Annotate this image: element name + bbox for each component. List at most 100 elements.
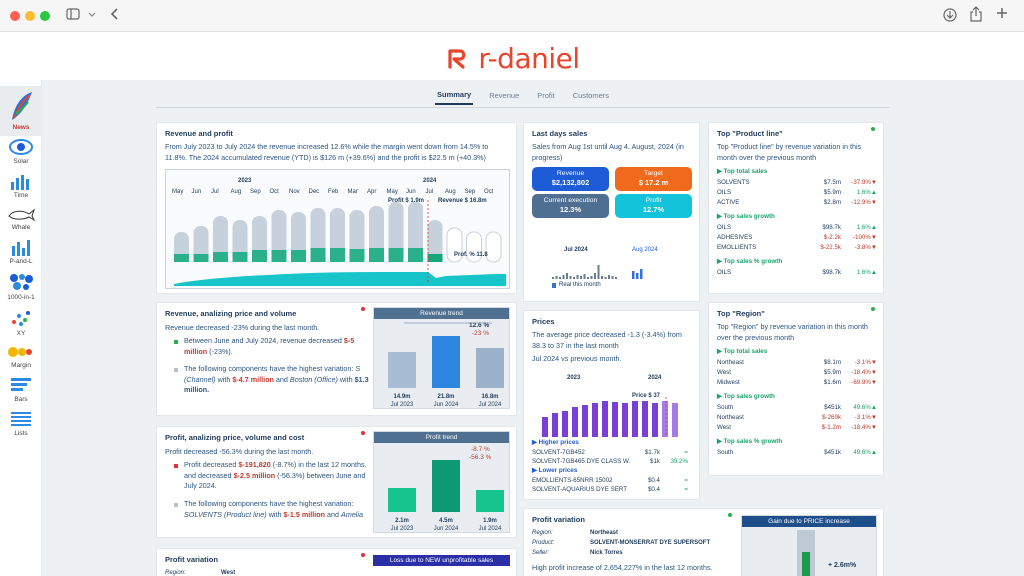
panel-header: Profit trend xyxy=(374,432,509,443)
list-item[interactable]: EMOLLIENTS $-22.5k -3.8%▼ xyxy=(717,244,877,254)
item-name: South xyxy=(717,404,734,411)
list-item[interactable]: SOLVENT-AQUARIUS DYE SERT $0.4 = xyxy=(532,486,692,496)
list-item[interactable]: South $451k 49.6%▲ xyxy=(717,404,877,414)
close-window-button[interactable] xyxy=(10,11,20,21)
list-item[interactable]: OILS $98.7k 1.6%▲ xyxy=(717,224,877,234)
sidebar-item-margin[interactable]: Margin xyxy=(0,344,42,369)
text-fragment: The following components have the highes… xyxy=(184,364,354,373)
list-item[interactable]: OILS $98.7k 1.6%▲ xyxy=(717,269,877,279)
share-icon[interactable] xyxy=(970,6,982,25)
tab-revenue[interactable]: Revenue xyxy=(489,91,520,100)
sidebar-item-lists[interactable]: Lists xyxy=(0,410,42,437)
list-item[interactable]: EMOLLIENTS-65NRR 15002 $0.4 = xyxy=(532,477,692,487)
month-tick-label: May xyxy=(172,189,184,195)
profit-bar xyxy=(369,248,384,262)
list-item[interactable]: West $5.9m -18.4%▼ xyxy=(717,369,877,379)
daily-bar xyxy=(587,277,589,279)
month-tick-label: Jun xyxy=(191,189,202,195)
revenue-profit-card[interactable]: Revenue and profit From July 2023 to Jul… xyxy=(156,122,517,294)
revenue-tile[interactable]: Revenue $2,132,802 xyxy=(532,167,609,191)
top-region-card[interactable]: Top "Region" Top "Region" by revenue var… xyxy=(708,302,884,476)
tab-customers[interactable]: Customers xyxy=(572,91,609,100)
price-chart xyxy=(542,397,678,437)
sidebar-item-bars[interactable]: Bars xyxy=(0,376,42,403)
sidebar-item-xy[interactable]: XY xyxy=(0,308,42,337)
download-icon[interactable] xyxy=(943,8,957,25)
product-key: Product: xyxy=(532,540,555,546)
seller-key: Seller: xyxy=(532,550,550,556)
card-description: The average price decreased -1.3 (-3.4%)… xyxy=(532,330,682,350)
text-fragment: with xyxy=(268,509,282,519)
trend-period: Jul 2023 xyxy=(391,402,414,408)
sidebar-item-label: Whale xyxy=(11,224,31,231)
tab-profit[interactable]: Profit xyxy=(537,91,555,100)
item-name: ACTIVE xyxy=(717,199,740,206)
last-days-sales-card[interactable]: Last days sales Sales from Aug 1st until… xyxy=(523,122,700,302)
month-tick-label: Sep xyxy=(250,189,261,195)
list-item[interactable]: Northeast $8.1m -3.1%▼ xyxy=(717,359,877,369)
item-change: = xyxy=(684,477,688,484)
month-tick-label: Sep xyxy=(464,189,476,195)
list-item[interactable]: Northeast $-269k -3.1%▼ xyxy=(717,414,877,424)
list-item[interactable]: ACTIVE $2.8m -12.9%▼ xyxy=(717,199,877,209)
profit-variation-card[interactable]: Profit variation Region: West Loss due t… xyxy=(156,548,517,576)
sidebar-item-solar[interactable]: Solar xyxy=(0,138,42,165)
revenue-bar xyxy=(291,212,306,262)
list-item[interactable]: OILS $5.9m 1.6%▲ xyxy=(717,189,877,199)
list-item[interactable]: West $-1.2m -18.4%▼ xyxy=(717,424,877,434)
list-item[interactable]: SOLVENT-7GB465 DYE CLASS W... $1k 39.2% xyxy=(532,458,692,468)
item-change: = xyxy=(684,449,688,456)
profit-annotation: Profit $ 1.9m xyxy=(388,198,425,204)
panel-header: Loss due to NEW unprofitable sales xyxy=(373,555,510,566)
profit-analysis-card[interactable]: Profit, analizing price, volume and cost… xyxy=(156,426,517,538)
daily-bar xyxy=(594,273,596,279)
sidebar-item-time[interactable]: Time xyxy=(0,172,42,199)
price-bar xyxy=(632,401,638,437)
sidebar-icon[interactable] xyxy=(66,8,80,23)
item-value: $451k xyxy=(824,449,841,456)
trend-value: 2.1m xyxy=(395,518,409,524)
whale-icon xyxy=(8,208,35,222)
list-item[interactable]: ADHESIVES $-2.2k -100%▼ xyxy=(717,234,877,244)
sidebar-item-news[interactable]: News xyxy=(0,86,42,136)
bullet-text: The following components have the highes… xyxy=(184,499,369,521)
target-tile[interactable]: Target $ 17.2 m xyxy=(615,167,692,191)
lists-icon xyxy=(11,412,31,426)
revenue-analysis-card[interactable]: Revenue, analizing price and volume Reve… xyxy=(156,302,517,416)
price-bar xyxy=(542,417,548,437)
list-item[interactable]: SOLVENT-7GB452 $1.7k = xyxy=(532,449,692,459)
chevron-down-icon[interactable] xyxy=(88,8,96,23)
sidebar-item-pnl[interactable]: P-and-L xyxy=(0,238,42,265)
seller-value: Nick Torres xyxy=(590,550,623,556)
section-title: ▶ Top sales growth xyxy=(717,393,775,400)
minimize-window-button[interactable] xyxy=(25,11,35,21)
trend-pct-1: -8.7 % xyxy=(471,446,490,453)
profit-pct-annotation: Prof. % 11.8 xyxy=(454,252,488,258)
list-item[interactable]: SOLVENTS $7.5m -37.9%▼ xyxy=(717,179,877,189)
trend-bar xyxy=(432,460,460,512)
list-item[interactable]: South $451k 49.6%▲ xyxy=(717,449,877,459)
brand-logo: r-daniel xyxy=(0,40,1024,76)
revenue-annotation: Revenue $ 16.8m xyxy=(438,198,487,204)
trend-pct-2: -23 % xyxy=(472,330,489,337)
tab-summary[interactable]: Summary xyxy=(435,86,474,105)
back-icon[interactable] xyxy=(110,7,120,24)
trend-period: Jun 2024 xyxy=(434,526,459,532)
bars-icon xyxy=(11,378,31,391)
profit-bar xyxy=(174,254,189,262)
sidebar-item-whale[interactable]: Whale xyxy=(0,206,42,231)
year-label-2023: 2023 xyxy=(567,375,581,381)
execution-tile[interactable]: Current execution 12.3% xyxy=(532,194,609,218)
list-item[interactable]: Midwest $1.6m -69.9%▼ xyxy=(717,379,877,389)
top-product-line-card[interactable]: Top "Product line" Top "Product line" by… xyxy=(708,122,884,294)
sidebar-item-1000-in-1[interactable]: 1000-in-1 xyxy=(0,272,42,301)
prices-card[interactable]: Prices The average price decreased -1.3 … xyxy=(523,310,700,500)
plus-icon[interactable] xyxy=(996,7,1008,22)
profit-tile[interactable]: Profit 12.7% xyxy=(615,194,692,218)
bullet-red xyxy=(174,464,178,468)
profit-variation-card-2[interactable]: Profit variation Region: Northeast Produ… xyxy=(523,508,884,576)
item-name: Midwest xyxy=(717,379,740,386)
scatter-icon xyxy=(12,311,30,326)
trend-period: Jul 2023 xyxy=(391,526,414,532)
maximize-window-button[interactable] xyxy=(40,11,50,21)
